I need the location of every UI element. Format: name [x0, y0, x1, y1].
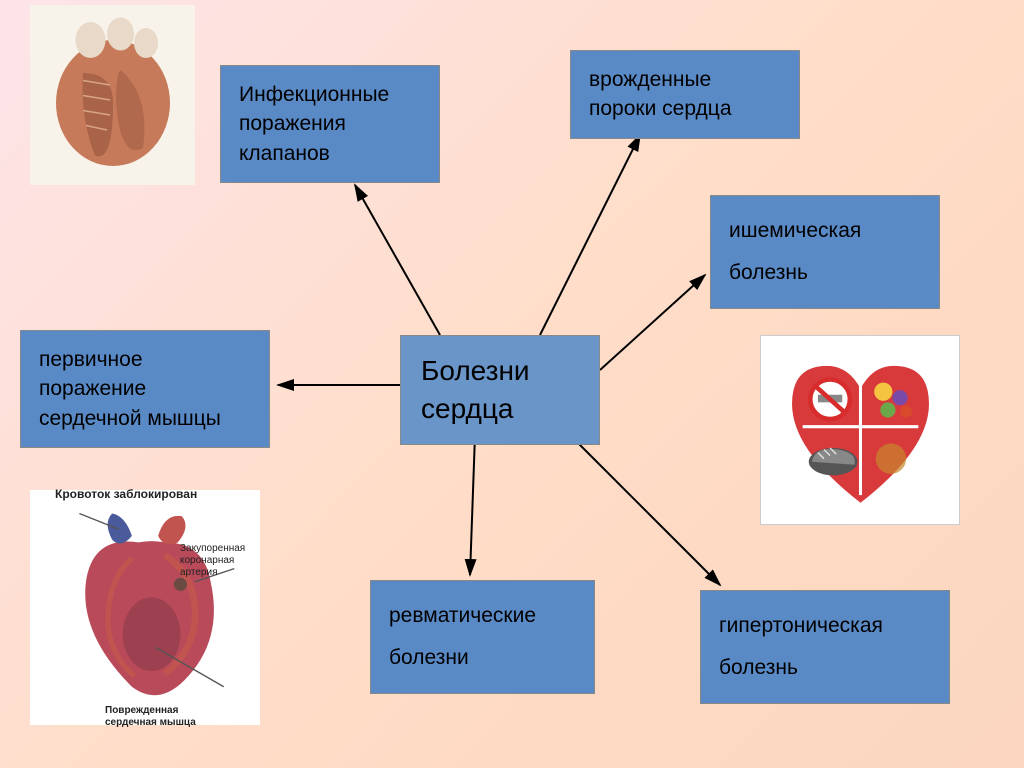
caption-damaged-1: Поврежденная	[105, 705, 196, 717]
node-rheum-label: ревматические болезни	[389, 604, 536, 669]
node-hyper: гипертоническаяболезнь	[700, 590, 950, 704]
center-node: Болезнисердца	[400, 335, 600, 445]
caption-artery-1: Закупоренная	[180, 543, 245, 555]
caption-artery-3: артерия	[180, 567, 245, 579]
node-rheum: ревматические болезни	[370, 580, 595, 694]
caption-damaged: Поврежденная сердечная мышца	[105, 705, 196, 729]
caption-blocked: Кровоток заблокирован	[55, 487, 197, 501]
node-muscle-label: первичноепоражениесердечной мышцы	[39, 348, 221, 430]
node-ischemic-label: ишемическаяболезнь	[729, 219, 861, 284]
caption-artery: Закупоренная коронарная артерия	[180, 543, 245, 579]
caption-damaged-2: сердечная мышца	[105, 717, 196, 729]
node-congenital: врожденныепороки сердца	[570, 50, 800, 139]
node-muscle: первичноепоражениесердечной мышцы	[20, 330, 270, 448]
heart-anatomy-image	[30, 5, 195, 185]
node-valve: Инфекционныепораженияклапанов	[220, 65, 440, 183]
caption-artery-2: коронарная	[180, 555, 245, 567]
node-ischemic: ишемическаяболезнь	[710, 195, 940, 309]
healthy-heart-image	[760, 335, 960, 525]
node-hyper-label: гипертоническаяболезнь	[719, 614, 883, 679]
node-congenital-label: врожденныепороки сердца	[589, 68, 732, 120]
node-valve-label: Инфекционныепораженияклапанов	[239, 83, 389, 165]
center-label: Болезнисердца	[421, 355, 530, 424]
heart-blocked-image	[30, 490, 260, 725]
